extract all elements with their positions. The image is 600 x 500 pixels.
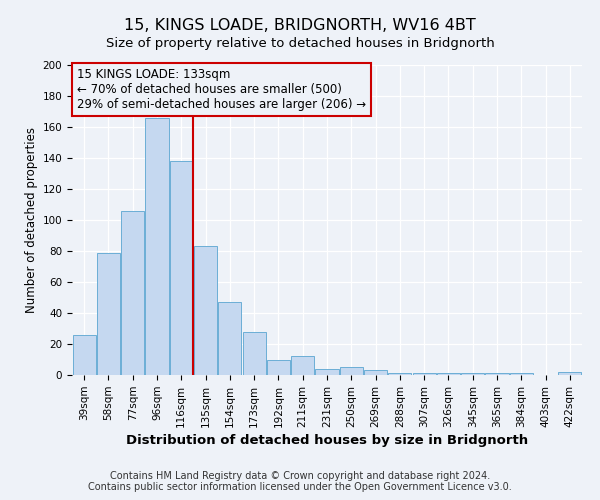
Bar xyxy=(73,334,95,375)
Bar xyxy=(388,374,412,375)
Bar xyxy=(485,374,509,375)
Bar xyxy=(218,302,241,375)
Bar xyxy=(267,360,290,375)
Text: Contains HM Land Registry data © Crown copyright and database right 2024.
Contai: Contains HM Land Registry data © Crown c… xyxy=(88,471,512,492)
X-axis label: Distribution of detached houses by size in Bridgnorth: Distribution of detached houses by size … xyxy=(126,434,528,447)
Bar xyxy=(316,369,338,375)
Bar xyxy=(121,210,144,375)
Bar xyxy=(364,370,387,375)
Bar xyxy=(340,367,363,375)
Bar xyxy=(194,246,217,375)
Bar xyxy=(510,374,533,375)
Bar xyxy=(559,372,581,375)
Bar xyxy=(413,374,436,375)
Bar xyxy=(291,356,314,375)
Text: 15 KINGS LOADE: 133sqm
← 70% of detached houses are smaller (500)
29% of semi-de: 15 KINGS LOADE: 133sqm ← 70% of detached… xyxy=(77,68,366,111)
Bar xyxy=(145,118,169,375)
Text: 15, KINGS LOADE, BRIDGNORTH, WV16 4BT: 15, KINGS LOADE, BRIDGNORTH, WV16 4BT xyxy=(124,18,476,32)
Text: Size of property relative to detached houses in Bridgnorth: Size of property relative to detached ho… xyxy=(106,38,494,51)
Bar xyxy=(97,252,120,375)
Bar xyxy=(437,374,460,375)
Y-axis label: Number of detached properties: Number of detached properties xyxy=(25,127,38,313)
Bar xyxy=(170,161,193,375)
Bar xyxy=(461,374,484,375)
Bar xyxy=(242,332,266,375)
